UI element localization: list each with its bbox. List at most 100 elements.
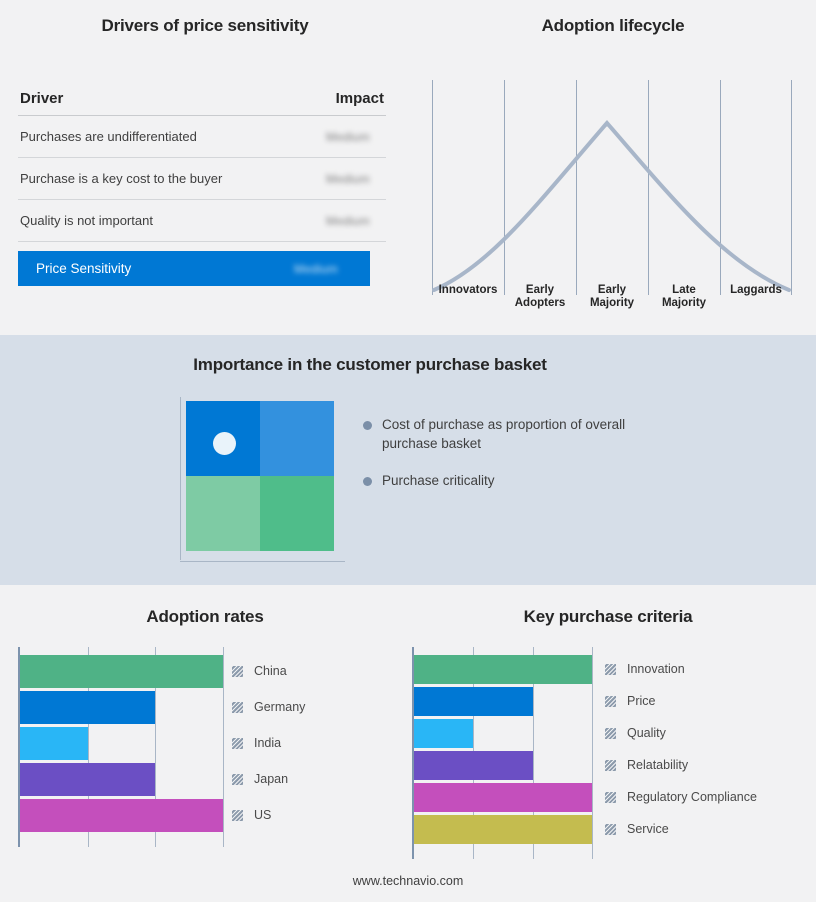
hatched-swatch-icon [605,727,616,739]
gridline [532,647,534,859]
drivers-table: Driver Impact Purchases are undifferenti… [18,90,386,286]
stage-label-innovators: Innovators [438,284,498,296]
legend-item: US [232,797,305,833]
basket-title: Importance in the customer purchase bask… [193,355,547,374]
hatched-swatch-icon [232,737,243,749]
stage-label-late-majority: Late Majority [661,284,707,309]
bar-germany [20,691,156,724]
bell-curve [432,119,791,292]
gridline [592,647,593,859]
legend-item: Regulatory Compliance [605,781,757,813]
gridline [155,647,157,847]
impact-value: Medium [326,213,370,228]
drivers-title: Drivers of price sensitivity [101,16,309,35]
basket-legend: Cost of purchase as proportion of overal… [363,415,663,508]
key-purchase-criteria-chart [412,647,593,859]
key-purchase-criteria-title: Key purchase criteria [523,607,693,626]
legend-label: Cost of purchase as proportion of overal… [382,417,626,451]
band-bottom [0,585,816,902]
y-axis [412,647,414,859]
hatched-swatch-icon [605,791,616,803]
gridline [791,80,792,295]
bar-service [414,815,592,844]
lifecycle-gridlines [432,80,792,295]
legend-item: Innovation [605,653,757,685]
gridline [504,80,505,295]
summary-impact-value: Medium [294,261,338,276]
panel-key-purchase-criteria: Key purchase criteria Innovation Price Qua… [400,585,816,902]
legend-label: Relatability [627,758,689,772]
table-row: Quality is not important Medium [18,200,386,242]
bar-china [20,655,223,688]
legend-label: US [254,808,272,822]
position-marker-dot [213,432,236,455]
legend-label: China [254,664,287,678]
stage-label-early-majority: Early Majority [589,284,635,309]
matrix-y-axis [180,397,181,560]
hatched-swatch-icon [232,665,243,677]
bar-india [20,727,88,760]
gridline [720,80,721,295]
driver-name: Purchases are undifferentiated [20,129,197,144]
price-sensitivity-summary-row: Price Sensitivity Medium [18,251,370,286]
panel-drivers-of-price-sensitivity: Drivers of price sensitivity Driver Impa… [0,0,410,335]
table-row: Purchases are undifferentiated Medium [18,116,386,158]
gridline [87,647,89,847]
legend-label: Japan [254,772,289,786]
lifecycle-chart: Innovators Early Adopters Early Majority L… [432,80,792,310]
quadrant-bottom-left [186,476,260,551]
bar-innovation [414,655,592,684]
y-axis [18,647,20,847]
driver-name: Quality is not important [20,213,153,228]
legend-label: India [254,736,282,750]
gridline [648,80,649,295]
basket-matrix-chart [180,397,345,562]
matrix-quadrants [186,401,334,551]
bar-us [20,799,223,832]
column-header-driver: Driver [20,90,64,107]
gridline [223,647,224,847]
list-item: Purchase criticality [363,471,663,490]
stage-label-early-adopters: Early Adopters [514,284,566,309]
drivers-table-header: Driver Impact [18,90,386,116]
legend-item: Quality [605,717,757,749]
legend-label: Purchase criticality [382,473,495,488]
column-header-impact: Impact [335,90,384,107]
bar-price [414,687,533,716]
impact-value: Medium [326,171,370,186]
hatched-swatch-icon [605,695,616,707]
impact-value: Medium [326,129,370,144]
legend-label: Regulatory Compliance [627,790,757,804]
legend-item: India [232,725,305,761]
footer-url: www.technavio.com [352,874,464,888]
hatched-swatch-icon [232,701,243,713]
hatched-swatch-icon [605,663,616,675]
panel-adoption-rates: Adoption rates China Germany India Japan US [0,585,410,902]
list-item: Cost of purchase as proportion of overal… [363,415,663,453]
lifecycle-stage-labels: Innovators Early Adopters Early Majority L… [432,280,792,320]
hatched-swatch-icon [232,809,243,821]
summary-label: Price Sensitivity [36,261,132,276]
table-row: Purchase is a key cost to the buyer Medi… [18,158,386,200]
legend-label: Germany [254,700,306,714]
adoption-rates-legend: China Germany India Japan US [232,653,305,833]
legend-label: Innovation [627,662,685,676]
bar-relatability [414,751,533,780]
stage-label-laggards: Laggards [730,284,782,296]
bullet-icon [363,421,372,430]
legend-label: Price [627,694,656,708]
hatched-swatch-icon [232,773,243,785]
legend-item: Germany [232,689,305,725]
adoption-rates-chart [18,647,224,847]
panel-adoption-lifecycle: Adoption lifecycle Innovators Early Adopt… [410,0,816,335]
lifecycle-title: Adoption lifecycle [541,16,685,35]
bullet-icon [363,477,372,486]
legend-label: Service [627,822,669,836]
gridline [432,80,433,295]
legend-item: Price [605,685,757,717]
legend-item: Service [605,813,757,845]
panel-purchase-basket: Importance in the customer purchase bask… [0,335,816,585]
driver-name: Purchase is a key cost to the buyer [20,171,223,186]
bar-japan [20,763,156,796]
